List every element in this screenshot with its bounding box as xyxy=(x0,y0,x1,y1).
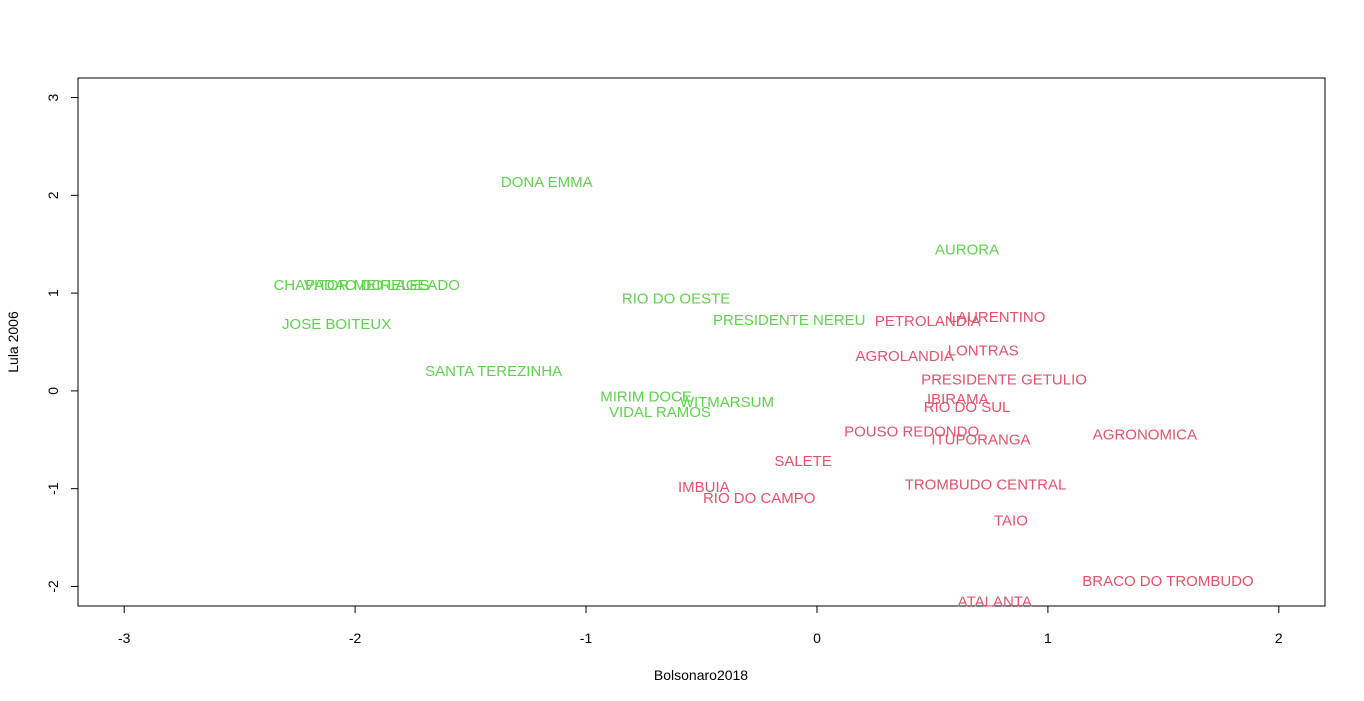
point-label: POUSO REDONDO xyxy=(844,423,979,440)
y-tick-label: 1 xyxy=(45,289,61,297)
y-tick-label: -2 xyxy=(45,580,61,593)
point-label: PRESIDENTE NEREU xyxy=(713,312,866,329)
point-label: PETROLANDIA xyxy=(875,313,981,330)
x-axis: -3 -2 -1 0 1 2 xyxy=(118,605,1283,646)
point-label: VIDAL RAMOS xyxy=(609,404,711,421)
y-axis: -2 -1 0 1 2 3 xyxy=(45,93,79,593)
y-tick-label: -1 xyxy=(45,482,61,495)
point-label: RIO DO OESTE xyxy=(622,290,730,307)
point-label: AURORA xyxy=(935,242,999,259)
point-label: TROMBUDO CENTRAL xyxy=(905,476,1067,493)
x-tick-label: -1 xyxy=(580,630,593,646)
point-label: AGROLANDIA xyxy=(856,348,954,365)
x-tick-label: 0 xyxy=(813,630,821,646)
point-label: DONA EMMA xyxy=(501,174,593,191)
plot-frame xyxy=(77,77,1326,607)
point-label: SALETE xyxy=(774,453,832,470)
y-tick-label: 0 xyxy=(45,387,61,395)
point-label: BRACO DO TROMBUDO xyxy=(1082,573,1253,590)
point-label: RIO DO SUL xyxy=(924,399,1011,416)
point-label: VITOR MEIRELES xyxy=(304,277,430,294)
point-label: IBIRAMA xyxy=(927,391,989,408)
point-label: MIRIM DOCE xyxy=(600,388,692,405)
point-label: TAIO xyxy=(994,512,1028,529)
y-tick-label: 3 xyxy=(45,93,61,101)
point-labels: DONA EMMA AURORA CHAPADAO DO LAGEADOVITOR … xyxy=(273,174,1253,610)
x-tick-label: -2 xyxy=(349,630,362,646)
point-label: PRESIDENTE GETULIO xyxy=(921,372,1087,389)
x-tick-label: 1 xyxy=(1044,630,1052,646)
y-tick-label: 2 xyxy=(45,191,61,199)
point-label: AGRONOMICA xyxy=(1093,426,1197,443)
point-label: LAURENTINO xyxy=(949,309,1046,326)
y-axis-title: Lula 2006 xyxy=(5,311,21,373)
point-label: IMBUIA xyxy=(678,479,730,496)
point-label: ATALANTA xyxy=(958,594,1032,611)
point-label: CHAPADAO DO LAGEADO xyxy=(273,277,459,294)
point-label: LONTRAS xyxy=(948,342,1019,359)
x-tick-label: 2 xyxy=(1275,630,1283,646)
point-label: JOSE BOITEUX xyxy=(282,316,391,333)
point-label: ITUPORANGA xyxy=(931,431,1030,448)
point-label: WITMARSUM xyxy=(680,394,774,411)
point-label: SANTA TEREZINHA xyxy=(425,363,562,380)
x-axis-title: Bolsonaro2018 xyxy=(654,667,748,683)
x-tick-label: -3 xyxy=(118,630,131,646)
point-label: RIO DO CAMPO xyxy=(703,490,816,507)
